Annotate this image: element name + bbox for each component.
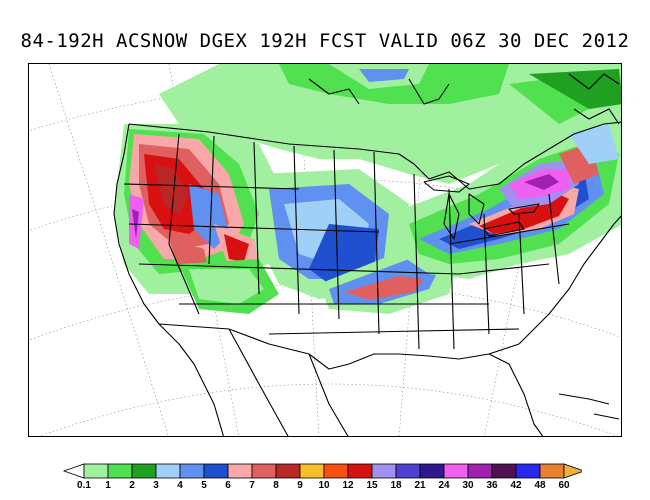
legend-color-cell <box>395 463 421 479</box>
legend-tick-label: 2 <box>129 480 135 491</box>
legend-under-triangle <box>62 463 85 479</box>
legend-color-cell <box>275 463 301 479</box>
legend-tick-labels: 0.1 1 2 3 4 5 6 7 8 9 10 12 15 18 21 24 30 36 42 48 60 <box>62 480 582 494</box>
legend-tick-label: 7 <box>249 480 255 491</box>
legend-tick-label: 10 <box>318 480 330 491</box>
legend-color-cell <box>83 463 109 479</box>
legend-tick-label: 30 <box>462 480 474 491</box>
legend-tick-label: 12 <box>342 480 354 491</box>
legend-tick-label: 3 <box>153 480 159 491</box>
snow-accumulation-map <box>29 64 621 436</box>
map-panel <box>28 63 622 437</box>
legend-tick-label: 6 <box>225 480 231 491</box>
legend-color-cell <box>227 463 253 479</box>
legend-color-cell <box>299 463 325 479</box>
legend-color-cell <box>131 463 157 479</box>
legend-color-cell <box>539 463 565 479</box>
legend-tick-label: 1 <box>105 480 111 491</box>
legend-color-cell <box>515 463 541 479</box>
legend-color-cell <box>251 463 277 479</box>
legend-color-cell <box>323 463 349 479</box>
legend-over-triangle <box>563 463 582 479</box>
legend-tick-label: 15 <box>366 480 378 491</box>
legend-color-cell <box>467 463 493 479</box>
legend-color-cell <box>371 463 397 479</box>
legend-color-cell <box>203 463 229 479</box>
legend-tick-label: 9 <box>297 480 303 491</box>
legend-tick-label: 24 <box>438 480 450 491</box>
legend-tick-label: 18 <box>390 480 402 491</box>
map-boundaries <box>113 73 621 436</box>
legend-color-cell <box>347 463 373 479</box>
legend-colorbar <box>62 463 582 479</box>
legend-color-cell <box>155 463 181 479</box>
map-title: 84-192H ACSNOW DGEX 192H FCST VALID 06Z … <box>20 30 630 52</box>
legend-tick-label: 36 <box>486 480 498 491</box>
legend-tick-label: 42 <box>510 480 522 491</box>
legend-color-cell <box>491 463 517 479</box>
legend-tick-label: 0.1 <box>77 480 91 491</box>
legend-color-cell <box>419 463 445 479</box>
legend-tick-label: 4 <box>177 480 183 491</box>
legend-color-cell <box>443 463 469 479</box>
snow-accumulation-field <box>114 64 621 314</box>
legend-tick-label: 21 <box>414 480 426 491</box>
legend-tick-label: 5 <box>201 480 207 491</box>
legend-tick-label: 8 <box>273 480 279 491</box>
legend-color-cell <box>179 463 205 479</box>
legend-color-cell <box>107 463 133 479</box>
legend-tick-label: 48 <box>534 480 546 491</box>
legend-tick-label: 60 <box>558 480 570 491</box>
